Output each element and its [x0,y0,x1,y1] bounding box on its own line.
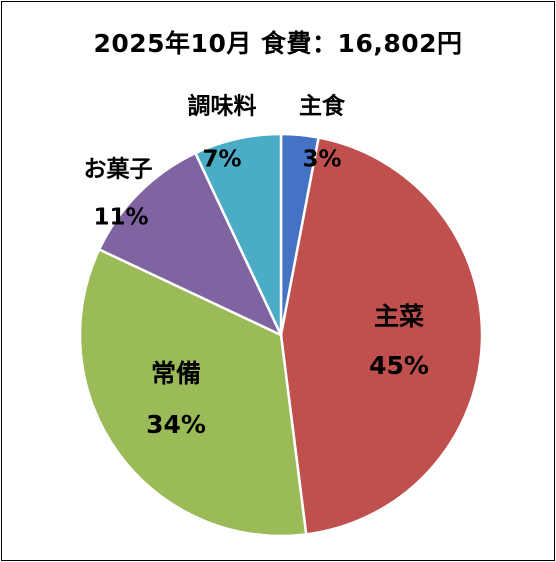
pie-slice-4 [97,151,283,337]
slice-percent-label: 34% [146,410,206,439]
slice-percent-label: 3% [302,147,341,173]
slice-category-label: お菓子 [84,157,153,183]
slice-category-label: 主食 [299,93,346,120]
pie-slice-5 [194,132,283,337]
chart-title: 2025年10月 食費：16,802円 [93,29,463,58]
slice-percent-label: 45% [369,351,429,380]
pie-slice-2 [279,136,484,536]
slice-category-label: 調味料 [188,93,257,120]
slice-category-label: 常備 [151,359,201,388]
slice-percent-label: 7% [202,147,241,173]
slice-category-label: 主菜 [374,302,424,331]
slice-percent-label: 11% [93,205,148,231]
